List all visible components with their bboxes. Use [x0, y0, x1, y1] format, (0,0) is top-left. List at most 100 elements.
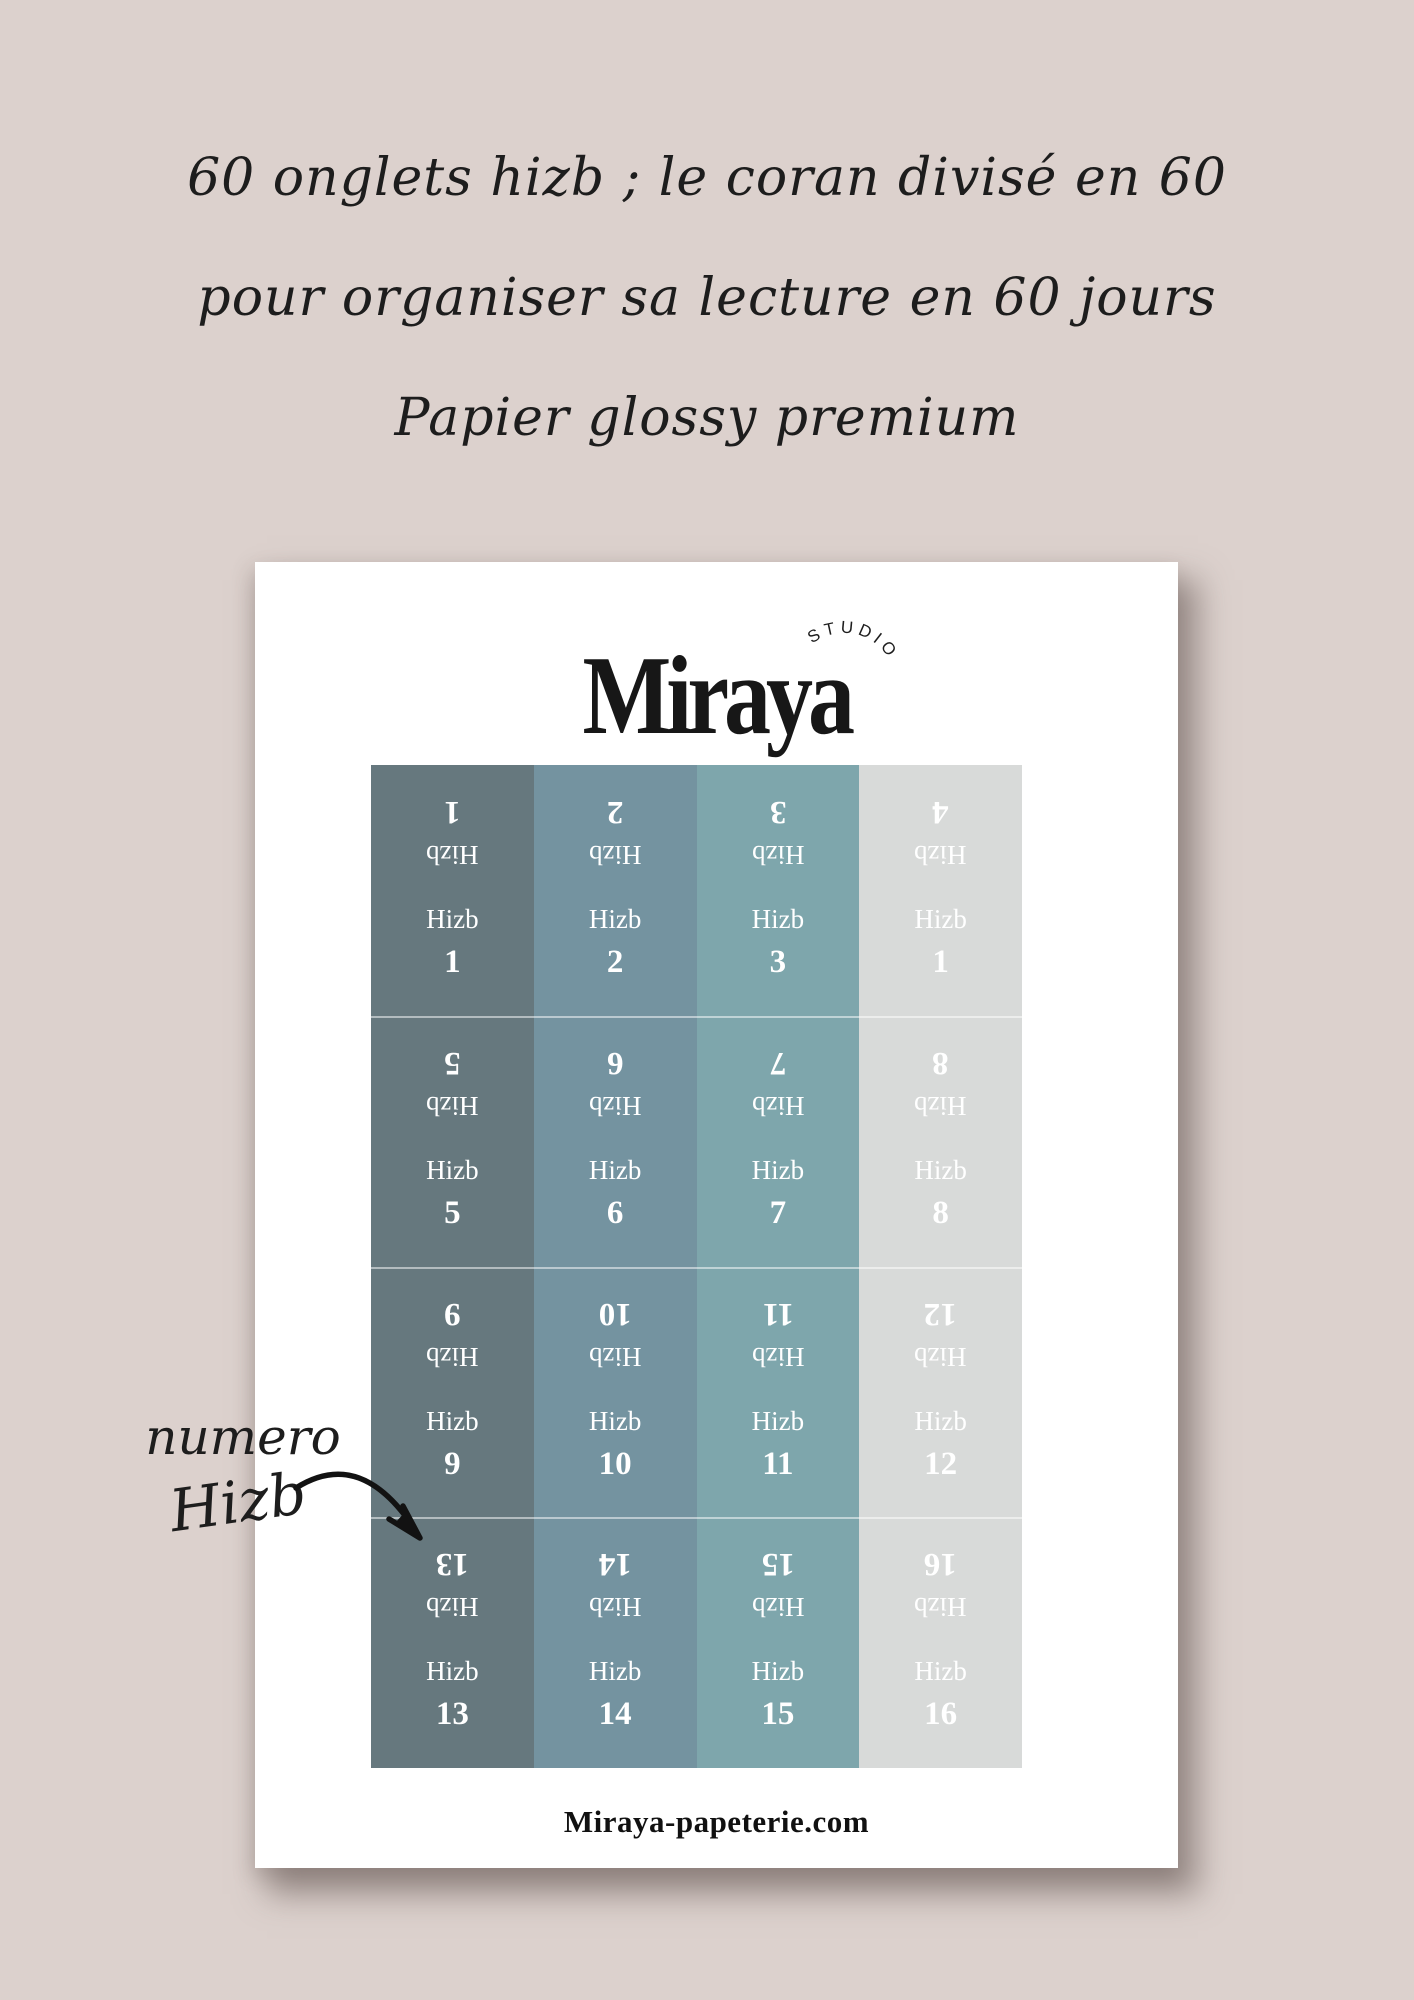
header-line-3: Papier glossy premium — [394, 388, 1020, 448]
tab-bottom: Hizb 7 — [752, 1156, 804, 1231]
hizb-tab-11: Hizb 11 Hizb 11 — [696, 1266, 860, 1518]
tab-bottom: Hizb 1 — [426, 906, 478, 979]
tab-number: 9 — [444, 1445, 461, 1482]
tab-number-mirrored: 9 — [444, 1295, 461, 1332]
tab-number-mirrored: 2 — [606, 794, 624, 830]
tab-label: Hizb — [751, 1656, 805, 1687]
tab-label: Hizb — [426, 1656, 479, 1687]
hizb-tab-8: Hizb 8 Hizb 8 — [859, 1015, 1022, 1267]
tab-label: Hizb — [914, 1405, 967, 1436]
hizb-tab-9: Hizb 9 Hizb 9 — [371, 1266, 534, 1518]
brand-studio-arc-text: STUDIO — [804, 618, 903, 663]
tab-label-mirrored: Hizb — [426, 1090, 479, 1121]
hizb-tab-13: Hizb 13 Hizb 13 — [371, 1517, 534, 1768]
header-line-2: pour organiser sa lecture en 60 jours — [197, 268, 1217, 328]
tab-label: Hizb — [426, 1405, 479, 1436]
tab-number-mirrored: 8 — [932, 1044, 949, 1081]
tab-number-mirrored: 7 — [769, 1044, 787, 1081]
tab-bottom: Hizb 9 — [426, 1405, 479, 1482]
tab-top-mirrored: Hizb 12 — [914, 1295, 966, 1372]
tab-bottom: Hizb 14 — [589, 1658, 641, 1731]
tab-label: Hizb — [914, 1154, 967, 1185]
hizb-tab-16: Hizb 16 Hizb 16 — [859, 1517, 1022, 1768]
tab-label: Hizb — [751, 904, 805, 934]
tab-number-mirrored: 10 — [598, 1295, 632, 1332]
tab-number: 15 — [761, 1696, 795, 1733]
tab-bottom: Hizb 6 — [588, 1154, 642, 1230]
tab-label: Hizb — [751, 1405, 805, 1436]
tab-top-mirrored: Hizb 16 — [914, 1546, 967, 1623]
tab-top-mirrored: Hizb 7 — [751, 1044, 805, 1121]
tab-top-mirrored: Hizb 1 — [426, 794, 479, 870]
tab-label-mirrored: Hizb — [426, 840, 479, 870]
hizb-tabs-grid: Hizb 1 Hizb 1 Hizb 2 Hizb 2 Hizb 3 — [371, 765, 1022, 1768]
tab-top-mirrored: Hizb 2 — [588, 794, 642, 870]
hizb-tab-3: Hizb 3 Hizb 3 — [696, 765, 860, 1016]
hizb-tab-5: Hizb 5 Hizb 5 — [371, 1015, 534, 1267]
brand-logo: Miraya STUDIO — [255, 618, 1178, 758]
tab-bottom: Hizb 8 — [914, 1154, 967, 1231]
hizb-tab-15: Hizb 15 Hizb 15 — [696, 1517, 860, 1768]
tab-number-mirrored: 5 — [444, 1044, 461, 1081]
hizb-tab-12: Hizb 12 Hizb 12 — [859, 1266, 1022, 1518]
tab-number: 14 — [598, 1696, 632, 1733]
tab-number: 11 — [762, 1445, 794, 1482]
tab-label: Hizb — [588, 1656, 642, 1687]
tab-number: 10 — [598, 1445, 632, 1482]
tab-label: Hizb — [426, 904, 479, 934]
tab-top-mirrored: Hizb 14 — [588, 1546, 642, 1623]
tab-bottom: Hizb 12 — [914, 1405, 967, 1481]
tab-label-mirrored: Hizb — [914, 840, 967, 870]
tab-number: 8 — [932, 1194, 949, 1231]
tab-top-mirrored: Hizb 3 — [751, 794, 805, 870]
hizb-tab-6: Hizb 6 Hizb 6 — [533, 1015, 697, 1267]
tab-top-mirrored: Hizb 15 — [751, 1546, 805, 1623]
tab-number-mirrored: 4 — [932, 794, 949, 830]
tab-label: Hizb — [914, 904, 967, 934]
tab-number: 7 — [769, 1194, 787, 1231]
tab-label-mirrored: Hizb — [588, 1592, 642, 1623]
tab-bottom: Hizb 3 — [752, 906, 804, 979]
tab-label-mirrored: Hizb — [751, 840, 805, 870]
hizb-tab-14: Hizb 14 Hizb 14 — [533, 1517, 697, 1768]
tab-label-mirrored: Hizb — [588, 1341, 642, 1372]
tab-label: Hizb — [588, 1405, 642, 1436]
tab-bottom: Hizb 13 — [426, 1658, 478, 1731]
studio-label: STUDIO — [804, 618, 898, 663]
hizb-tab-4: Hizb 4 Hizb 1 — [859, 765, 1022, 1016]
header-line-1: 60 onglets hizb ; le coran divisé en 60 — [187, 148, 1227, 208]
tab-bottom: Hizb 1 — [914, 906, 966, 979]
tab-top-mirrored: Hizb 6 — [588, 1044, 642, 1121]
tab-label: Hizb — [914, 1656, 967, 1687]
tab-label-mirrored: Hizb — [914, 1592, 967, 1623]
tab-label: Hizb — [588, 904, 642, 934]
svg-text:STUDIO: STUDIO — [804, 618, 903, 663]
tab-number-mirrored: 14 — [598, 1546, 632, 1583]
tab-label-mirrored: Hizb — [751, 1090, 805, 1121]
tab-bottom: Hizb 11 — [751, 1405, 805, 1482]
tab-bottom: Hizb 5 — [426, 1156, 478, 1230]
tab-number: 13 — [435, 1696, 469, 1733]
tab-label-mirrored: Hizb — [751, 1341, 805, 1372]
tab-label: Hizb — [588, 1154, 642, 1185]
hizb-tab-7: Hizb 7 Hizb 7 — [696, 1015, 860, 1267]
tab-number: 2 — [606, 944, 624, 980]
tab-number-mirrored: 12 — [924, 1295, 958, 1332]
tab-top-mirrored: Hizb 5 — [426, 1044, 479, 1121]
tab-top-mirrored: Hizb 8 — [914, 1044, 966, 1121]
tab-label-mirrored: Hizb — [426, 1592, 479, 1623]
brand-logo-text: Miraya — [582, 634, 856, 758]
tab-number: 1 — [932, 944, 949, 980]
tab-label-mirrored: Hizb — [588, 1090, 642, 1121]
tab-top-mirrored: Hizb 4 — [914, 794, 967, 870]
hizb-tab-2: Hizb 2 Hizb 2 — [533, 765, 697, 1016]
tab-label-mirrored: Hizb — [751, 1592, 805, 1623]
tab-label-mirrored: Hizb — [588, 840, 642, 870]
hizb-tab-10: Hizb 10 Hizb 10 — [533, 1266, 697, 1518]
tab-top-mirrored: Hizb 11 — [751, 1295, 805, 1372]
tab-number-mirrored: 11 — [762, 1295, 794, 1332]
tab-number-mirrored: 6 — [606, 1044, 624, 1081]
tab-label-mirrored: Hizb — [426, 1341, 479, 1372]
tab-number: 1 — [444, 944, 461, 980]
tab-number: 3 — [769, 944, 787, 980]
